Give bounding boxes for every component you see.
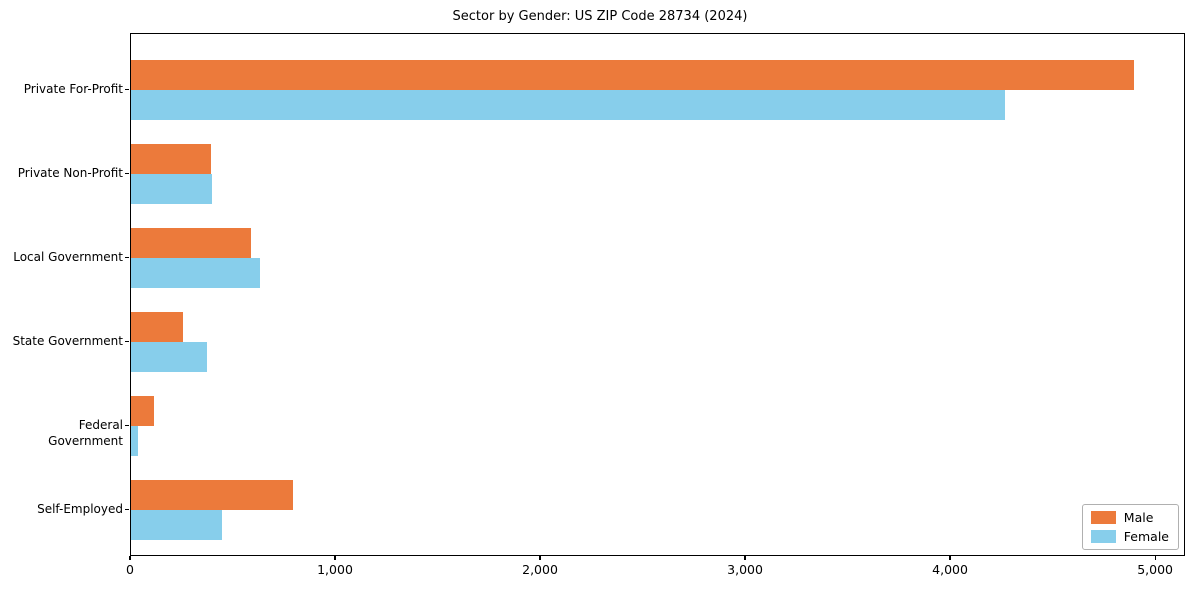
y-tick-label-self-employed: Self-Employed — [37, 502, 123, 516]
x-tick-label-2-000: 2,000 — [522, 562, 558, 577]
bar-female-private-for-profit — [131, 90, 1006, 120]
bar-female-federal-government — [131, 426, 139, 456]
x-tick-mark — [1154, 556, 1156, 560]
bar-male-private-for-profit — [131, 60, 1134, 90]
y-tick-label-federal-government: Federal Government — [48, 418, 123, 448]
x-tick-label-4-000: 4,000 — [932, 562, 968, 577]
y-tick-mark — [125, 89, 129, 91]
plot-area: Male Female — [130, 33, 1185, 556]
legend-swatch-female — [1090, 530, 1116, 543]
bar-female-self-employed — [131, 510, 223, 540]
x-tick-label-3-000: 3,000 — [727, 562, 763, 577]
y-tick-mark — [125, 173, 129, 175]
legend-row-male: Male — [1090, 510, 1169, 525]
x-tick-mark — [129, 556, 131, 560]
bar-female-state-government — [131, 342, 207, 372]
x-tick-mark — [744, 556, 746, 560]
y-tick-mark — [125, 341, 129, 343]
x-tick-label-1-000: 1,000 — [317, 562, 353, 577]
y-tick-label-state-government: State Government — [12, 334, 123, 348]
legend-swatch-male — [1090, 511, 1116, 524]
y-tick-label-local-government: Local Government — [13, 250, 123, 264]
y-tick-mark — [125, 425, 129, 427]
bar-male-local-government — [131, 228, 251, 258]
x-tick-label-0: 0 — [126, 562, 134, 577]
chart-title: Sector by Gender: US ZIP Code 28734 (202… — [452, 9, 748, 24]
bar-male-self-employed — [131, 480, 293, 510]
legend: Male Female — [1081, 504, 1179, 550]
legend-label-female: Female — [1123, 529, 1169, 544]
x-tick-mark — [334, 556, 336, 560]
bar-male-private-non-profit — [131, 144, 211, 174]
y-tick-mark — [125, 509, 129, 511]
y-tick-label-private-for-profit: Private For-Profit — [23, 82, 123, 96]
legend-label-male: Male — [1123, 510, 1154, 525]
x-tick-label-5-000: 5,000 — [1137, 562, 1173, 577]
bar-female-private-non-profit — [131, 174, 212, 204]
bar-male-state-government — [131, 312, 184, 342]
y-tick-label-private-non-profit: Private Non-Profit — [17, 166, 123, 180]
x-tick-mark — [949, 556, 951, 560]
legend-row-female: Female — [1090, 529, 1169, 544]
x-tick-mark — [539, 556, 541, 560]
bar-female-local-government — [131, 258, 261, 288]
bar-male-federal-government — [131, 396, 154, 426]
y-tick-mark — [125, 257, 129, 259]
